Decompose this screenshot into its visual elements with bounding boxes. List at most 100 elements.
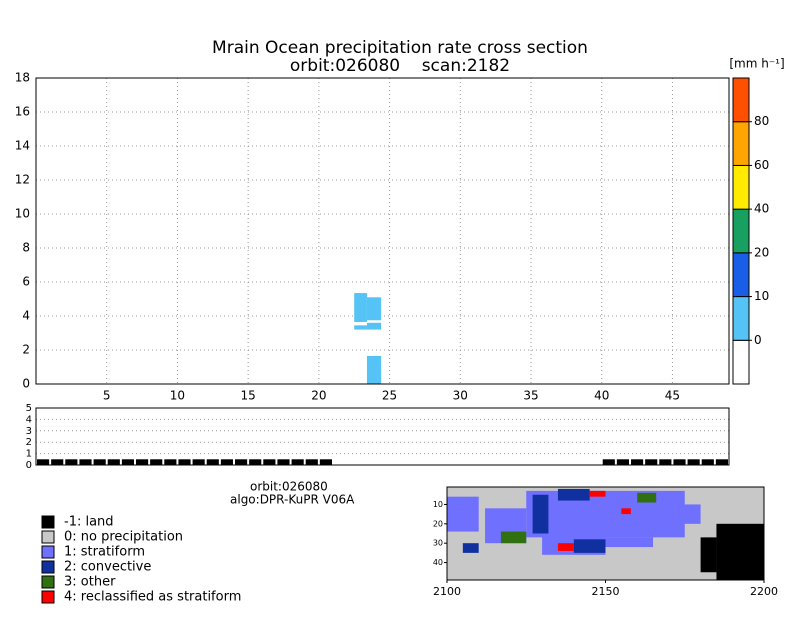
map-region	[716, 523, 764, 580]
colorbar-segment	[732, 296, 750, 341]
colorbar-segment	[732, 252, 750, 298]
bar	[602, 459, 615, 465]
map-region	[637, 504, 701, 524]
y-tick-label: 4	[26, 414, 32, 425]
bar	[107, 459, 120, 465]
bar	[305, 459, 318, 465]
x-tick-label: 10	[170, 389, 185, 403]
y-tick-label: 5	[26, 403, 32, 414]
colorbar-label: 80	[754, 114, 769, 128]
x-tick-label: 35	[523, 389, 538, 403]
y-tick-label: 16	[15, 105, 30, 119]
y-tick-label: 4	[22, 309, 30, 323]
y-tick-label: 2	[26, 437, 32, 448]
colorbar-segment	[732, 77, 750, 123]
x-tick-label: 5	[103, 389, 111, 403]
y-tick-label: 0	[22, 377, 30, 391]
precip-cell	[366, 355, 382, 384]
bar	[206, 459, 219, 465]
x-tick-label: 45	[665, 389, 680, 403]
bar	[178, 459, 191, 465]
y-tick-label: 40	[433, 558, 443, 567]
plot-frame	[35, 77, 730, 385]
map-region	[500, 531, 527, 544]
y-tick-label: 12	[15, 173, 30, 187]
title-line: orbit:026080 scan:2182	[290, 56, 510, 76]
legend-swatch	[41, 530, 55, 544]
bar	[93, 459, 106, 465]
colorbar-label: 10	[754, 289, 769, 303]
precip-cell	[354, 325, 367, 330]
map-region	[557, 488, 590, 501]
x-tick-label: 30	[453, 389, 468, 403]
precip-cell	[366, 322, 382, 330]
legend-label: -1: land	[64, 515, 114, 530]
legend-label: 4: reclassified as stratiform	[64, 590, 241, 605]
colorbar-segment	[732, 208, 750, 254]
legend-label: 1: stratiform	[64, 545, 145, 560]
plot-frame	[35, 407, 730, 466]
bar	[51, 459, 64, 465]
bar	[701, 459, 714, 465]
map-region	[605, 537, 654, 548]
bar	[631, 459, 644, 465]
y-tick-label: 0	[26, 460, 32, 471]
map-region	[532, 494, 549, 534]
map-region	[589, 490, 606, 497]
legend-swatch	[41, 515, 55, 529]
x-tick-label: 2100	[433, 585, 461, 598]
legend-label: 3: other	[64, 575, 116, 590]
legend-label: 0: no precipitation	[64, 530, 183, 545]
bar	[235, 459, 248, 465]
colorbar-label: 0	[754, 333, 762, 347]
bar	[192, 459, 205, 465]
colorbar-label: 60	[754, 158, 769, 172]
bar	[715, 459, 728, 465]
bar	[150, 459, 163, 465]
bar	[121, 459, 134, 465]
x-tick-label: 25	[382, 389, 397, 403]
title-line: Mrain Ocean precipitation rate cross sec…	[212, 38, 588, 58]
bar	[645, 459, 658, 465]
map-region	[621, 508, 631, 515]
y-tick-label: 20	[433, 519, 443, 528]
precip-cell	[366, 297, 382, 321]
map-region	[557, 543, 574, 551]
legend-label: 2: convective	[64, 560, 151, 575]
map-region	[573, 539, 606, 553]
bar	[291, 459, 304, 465]
legend-swatch	[41, 545, 55, 559]
bar	[37, 459, 50, 465]
x-tick-label: 2150	[592, 585, 620, 598]
x-tick-label: 20	[311, 389, 326, 403]
bar	[136, 459, 149, 465]
y-tick-label: 10	[433, 500, 443, 509]
legend-swatch	[41, 560, 55, 574]
y-tick-label: 2	[22, 343, 30, 357]
y-tick-label: 1	[26, 449, 32, 460]
bar	[277, 459, 290, 465]
map-region	[462, 543, 479, 553]
colorbar-segment	[732, 339, 750, 385]
colorbar-label: 40	[754, 202, 769, 216]
legend-swatch	[41, 590, 55, 604]
y-tick-label: 10	[15, 207, 30, 221]
colorbar-segment	[732, 121, 750, 166]
map-region	[700, 537, 717, 573]
bar	[164, 459, 177, 465]
bar	[616, 459, 629, 465]
y-tick-label: 8	[22, 241, 30, 255]
bar	[79, 459, 92, 465]
annotation: algo:DPR-KuPR V06A	[230, 493, 355, 507]
colorbar-unit: [mm h⁻¹]	[729, 57, 784, 71]
map-region	[447, 496, 479, 532]
y-tick-label: 3	[26, 426, 32, 437]
x-tick-label: 2200	[750, 585, 778, 598]
legend-swatch	[41, 575, 55, 589]
bar	[65, 459, 78, 465]
map-region	[637, 492, 657, 503]
y-tick-label: 14	[15, 139, 30, 153]
bar	[687, 459, 700, 465]
bar	[263, 459, 276, 465]
